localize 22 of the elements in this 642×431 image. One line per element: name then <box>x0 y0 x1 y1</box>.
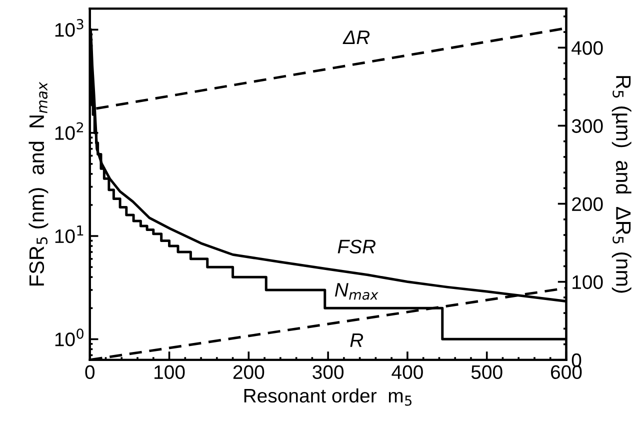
x-tick-label: 200 <box>233 365 264 380</box>
x-tick-label: 600 <box>551 365 582 380</box>
series-label: N$_{max}$ <box>334 283 378 300</box>
y2-tick-label: 400 <box>572 41 603 55</box>
y2-tick-label: 300 <box>572 119 603 133</box>
x-tick-label: 400 <box>392 365 423 380</box>
x-tick-label: 500 <box>471 365 502 380</box>
y-tick-label: 10$^{1}$ <box>55 226 84 244</box>
y2-tick-label: 200 <box>572 197 603 212</box>
series-label: ΔR <box>342 30 370 44</box>
y-tick-label: 10$^{0}$ <box>55 328 84 346</box>
y-axis-title: FSR$_{5}$ (nm) and N$_{max}$ <box>28 82 48 286</box>
y-tick-label: 10$^{3}$ <box>55 19 84 37</box>
series-label: FSR <box>338 240 376 254</box>
x-tick-label: 300 <box>312 365 344 380</box>
y2-axis-title: R$_{5}$ (µm) and ΔR$_{5}$ (nm) <box>612 76 632 293</box>
y2-tick-label: 100 <box>572 275 603 290</box>
x-axis-title: Resonant order m$_{5}$ <box>244 388 412 406</box>
series-label: R <box>350 334 364 347</box>
x-tick-label: 100 <box>154 365 185 380</box>
y-tick-label: 10$^{2}$ <box>55 122 84 140</box>
x-tick-label: 0 <box>85 365 95 380</box>
